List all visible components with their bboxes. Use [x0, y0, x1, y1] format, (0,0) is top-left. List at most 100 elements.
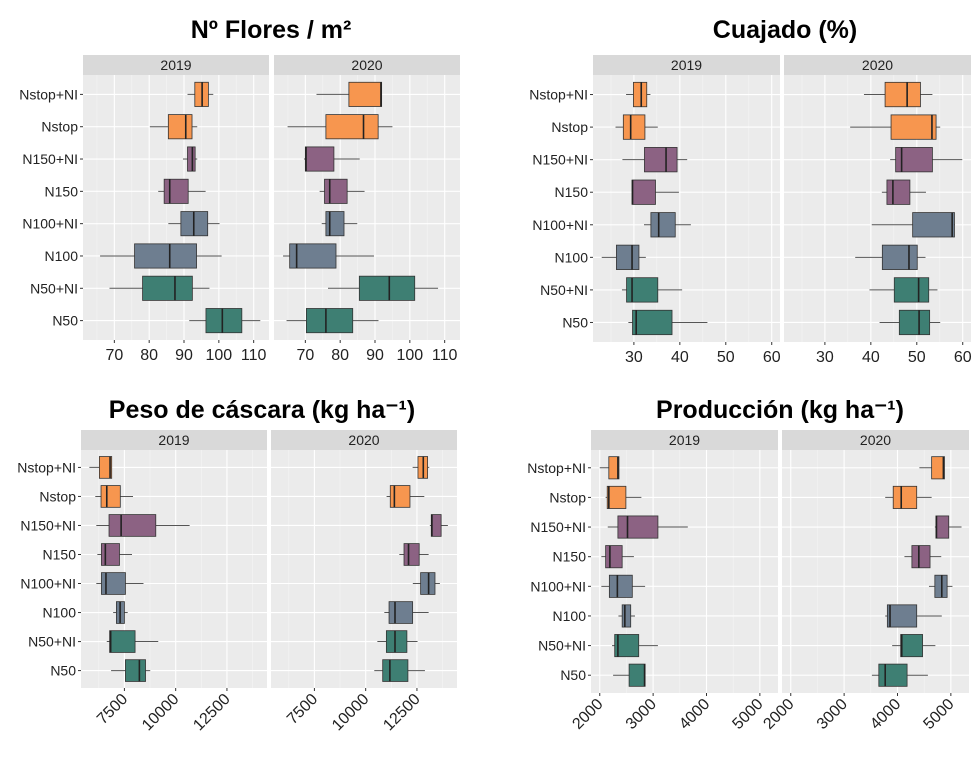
box-N50-2020 [871, 663, 928, 687]
facet-2020: 2020 70 80 90 100 110 [274, 55, 460, 364]
chart-panel-2: Peso de cáscara (kg ha⁻¹) 2019 7500 10000 12… [17, 396, 457, 734]
box [616, 244, 640, 270]
box [420, 572, 436, 595]
category-label: N150 [45, 183, 79, 199]
x-tick-label: 70 [105, 347, 123, 364]
box [187, 146, 196, 172]
box-N100+NI-2019 [644, 212, 691, 238]
box-N50-2019 [111, 659, 151, 682]
category-label: N50+NI [28, 634, 76, 650]
facet-label: 2020 [860, 432, 891, 448]
category-label: N150 [43, 546, 77, 562]
box [348, 81, 383, 107]
box [98, 456, 113, 479]
x-tick-label: 12500 [190, 691, 234, 735]
box [324, 178, 348, 204]
facet-strip [274, 55, 460, 75]
box-N150-2019 [601, 545, 634, 569]
facet-label: 2020 [862, 57, 893, 73]
box-Nstop-2020 [287, 114, 393, 140]
box [644, 147, 678, 173]
chart-title: Producción (kg ha⁻¹) [656, 396, 904, 424]
facet-label: 2019 [158, 432, 189, 448]
box [892, 485, 918, 509]
box [890, 114, 937, 140]
category-label: Nstop+NI [17, 459, 76, 475]
box-N150+NI-2020 [934, 515, 962, 539]
box [325, 114, 379, 140]
box-N150+NI-2019 [607, 515, 688, 539]
box-Nstop-2019 [605, 485, 642, 509]
box-N150-2019 [158, 178, 206, 204]
box-Nstop+NI-2019 [187, 81, 214, 107]
box [101, 572, 126, 595]
box-N50+NI-2019 [106, 630, 159, 653]
category-label: N50+NI [540, 282, 588, 298]
box [382, 659, 409, 682]
category-label: Nstop [39, 488, 76, 504]
box [893, 277, 930, 303]
facet-label: 2019 [669, 432, 700, 448]
box-Nstop+NI-2019 [626, 81, 651, 108]
box [109, 630, 136, 653]
box [163, 178, 189, 204]
box [912, 212, 955, 238]
facet-strip [593, 55, 780, 75]
x-tick-label: 7500 [284, 691, 321, 728]
box-N50-2019 [628, 309, 708, 336]
x-tick-label: 5000 [920, 696, 957, 733]
x-tick-label: 110 [432, 347, 458, 364]
box [125, 659, 146, 682]
facet-2020: 2020 7500 10000 12500 [271, 430, 457, 734]
facet-strip [782, 430, 969, 450]
box-N150-2020 [904, 545, 942, 569]
box-N50+NI-2019 [109, 275, 210, 301]
category-label: N50 [560, 667, 586, 683]
facet-2019: 2019 2000 3000 4000 5000 [569, 430, 778, 733]
x-tick-label: 10000 [139, 691, 183, 735]
box-N150-2019 [97, 543, 132, 566]
box-Nstop-2020 [885, 485, 932, 509]
facet-strip [83, 55, 269, 75]
box-Nstop+NI-2019 [599, 456, 620, 480]
x-tick-label: 5000 [729, 696, 766, 733]
x-tick-label: 100 [205, 347, 232, 364]
box [608, 456, 620, 480]
category-label: N100 [555, 249, 589, 265]
category-label: Nstop+NI [527, 460, 586, 476]
box [884, 81, 921, 108]
facet-2019: 2019 30 40 50 60 [593, 55, 781, 366]
category-label: N100 [45, 248, 79, 264]
box-N100-2020 [855, 244, 926, 270]
box-N50+NI-2020 [377, 630, 418, 653]
box-Nstop-2020 [850, 114, 941, 140]
box-N50-2020 [286, 308, 379, 334]
box-Nstop-2019 [95, 485, 134, 508]
category-label: N100+NI [20, 576, 76, 592]
category-label: N50+NI [30, 280, 78, 296]
category-label: Nstop [41, 119, 78, 135]
facet-label: 2019 [671, 57, 702, 73]
box [881, 244, 918, 270]
chart-title: Cuajado (%) [713, 16, 857, 44]
x-tick-label: 80 [331, 347, 349, 364]
box [167, 114, 193, 140]
plot-background [593, 75, 780, 342]
x-tick-label: 2000 [760, 696, 797, 733]
x-tick-label: 40 [671, 349, 689, 366]
chart-title: Peso de cáscara (kg ha⁻¹) [109, 396, 415, 424]
x-tick-label: 3000 [623, 696, 660, 733]
box [934, 574, 948, 598]
box [628, 663, 646, 687]
x-tick-label: 60 [763, 349, 781, 366]
box-N150+NI-2020 [429, 514, 448, 537]
box [101, 543, 120, 566]
box-N100-2019 [601, 244, 646, 270]
facet-strip [271, 430, 457, 450]
x-tick-label: 60 [954, 349, 972, 366]
facet-2019: 2019 70 80 90 100 110 [83, 55, 269, 364]
box-Nstop+NI-2020 [316, 81, 383, 107]
box [622, 114, 646, 140]
box [935, 515, 950, 539]
